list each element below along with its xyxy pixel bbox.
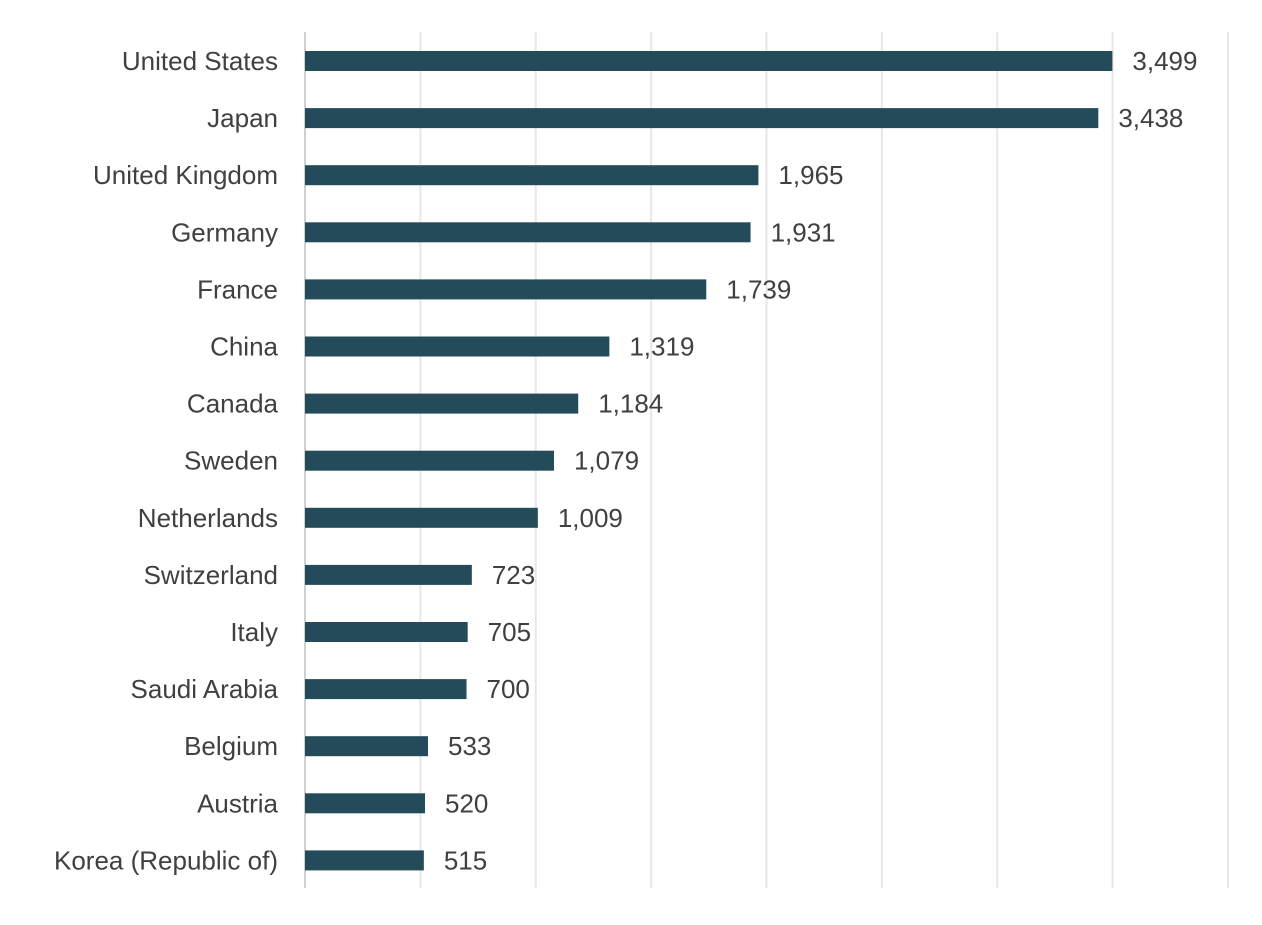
category-label: Austria — [197, 788, 278, 818]
value-label: 700 — [487, 674, 530, 704]
bar — [305, 679, 467, 700]
bar — [305, 622, 468, 642]
value-label: 1,739 — [726, 274, 791, 304]
category-label: Japan — [207, 103, 278, 133]
value-label: 705 — [488, 617, 531, 647]
category-label: Belgium — [184, 731, 278, 761]
bar — [305, 108, 1099, 129]
value-label: 520 — [445, 788, 488, 818]
bar — [305, 279, 707, 300]
bar — [305, 850, 424, 871]
category-label: Korea (Republic of) — [54, 845, 278, 875]
category-label: United Kingdom — [93, 160, 278, 190]
value-label: 1,009 — [558, 503, 623, 533]
value-label: 1,079 — [574, 446, 639, 476]
bar — [305, 51, 1113, 71]
category-label: Germany — [171, 217, 278, 247]
bar — [305, 793, 425, 814]
category-label: Netherlands — [138, 503, 278, 533]
value-label: 1,184 — [598, 389, 663, 419]
category-label: Canada — [187, 389, 279, 419]
value-labels: 3,499 3,438 1,965 1,931 1,739 1,319 1,184 1,079… — [444, 46, 1198, 875]
value-label: 515 — [444, 845, 487, 875]
category-label: China — [210, 332, 278, 362]
bar — [305, 564, 472, 585]
bar — [305, 222, 751, 243]
value-label: 1,931 — [771, 217, 836, 247]
category-label: France — [197, 274, 278, 304]
bar — [305, 736, 428, 757]
category-label: Saudi Arabia — [131, 674, 279, 704]
value-label: 1,319 — [629, 332, 694, 362]
value-label: 533 — [448, 731, 491, 761]
category-label: United States — [122, 46, 278, 76]
value-label: 3,499 — [1132, 46, 1197, 76]
category-label: Sweden — [184, 446, 278, 476]
bar — [305, 393, 579, 414]
value-label: 1,965 — [778, 160, 843, 190]
category-label: Switzerland — [144, 560, 278, 590]
bar — [305, 336, 610, 357]
bar — [305, 450, 554, 471]
category-label: Italy — [230, 617, 278, 647]
value-label: 723 — [492, 560, 535, 590]
bar — [305, 165, 759, 186]
value-label: 3,438 — [1118, 103, 1183, 133]
bars — [305, 51, 1113, 871]
category-labels: United States Japan United Kingdom Germany F… — [54, 46, 279, 875]
bar — [305, 507, 538, 528]
